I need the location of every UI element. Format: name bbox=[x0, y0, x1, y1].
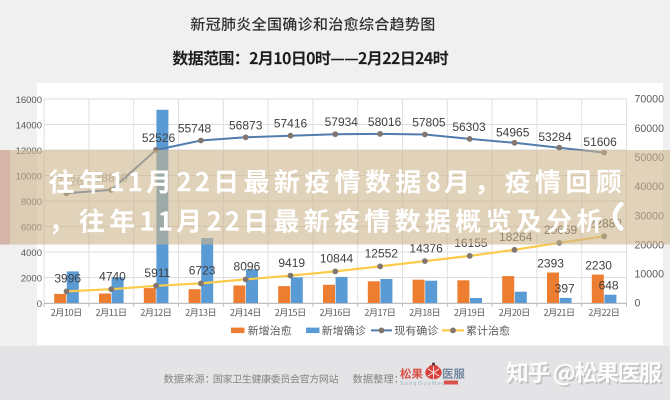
svg-text:57805: 57805 bbox=[412, 116, 446, 130]
svg-text:16000: 16000 bbox=[16, 95, 42, 106]
svg-text:54965: 54965 bbox=[496, 125, 530, 139]
svg-text:9419: 9419 bbox=[278, 256, 305, 270]
svg-text:20000: 20000 bbox=[635, 239, 665, 251]
svg-text:12000: 12000 bbox=[16, 146, 42, 157]
svg-text:2393: 2393 bbox=[537, 256, 564, 270]
svg-text:70000: 70000 bbox=[635, 94, 665, 106]
svg-text:38800: 38800 bbox=[95, 171, 129, 185]
svg-text:0: 0 bbox=[635, 298, 641, 310]
svg-text:6723: 6723 bbox=[189, 264, 216, 278]
svg-text:10000: 10000 bbox=[635, 269, 665, 281]
svg-text:8000: 8000 bbox=[21, 197, 42, 208]
svg-text:51606: 51606 bbox=[583, 135, 617, 149]
svg-text:10844: 10844 bbox=[320, 252, 354, 266]
svg-text:10000: 10000 bbox=[16, 172, 42, 183]
svg-text:52526: 52526 bbox=[142, 131, 176, 145]
svg-text:60000: 60000 bbox=[635, 123, 665, 135]
svg-text:397: 397 bbox=[555, 282, 575, 296]
svg-text:56303: 56303 bbox=[452, 120, 486, 134]
svg-text:58016: 58016 bbox=[368, 115, 402, 129]
svg-text:4000: 4000 bbox=[21, 248, 42, 259]
svg-text:6000: 6000 bbox=[21, 223, 42, 234]
svg-text:57934: 57934 bbox=[325, 115, 359, 129]
svg-text:2230: 2230 bbox=[585, 258, 612, 272]
svg-text:55748: 55748 bbox=[178, 122, 212, 136]
svg-text:50000: 50000 bbox=[635, 152, 665, 164]
svg-text:57416: 57416 bbox=[274, 117, 308, 131]
svg-text:0: 0 bbox=[37, 299, 42, 310]
svg-text:648: 648 bbox=[599, 279, 619, 293]
svg-text:30000: 30000 bbox=[635, 210, 665, 222]
svg-text:S o n g G u o M e d: S o n g G u o M e d bbox=[400, 381, 445, 387]
svg-text:8096: 8096 bbox=[234, 260, 261, 274]
svg-text:12552: 12552 bbox=[365, 247, 399, 261]
svg-text:14000: 14000 bbox=[16, 121, 42, 132]
svg-text:2000: 2000 bbox=[21, 274, 42, 285]
svg-text:4740: 4740 bbox=[99, 270, 126, 284]
svg-text:18264: 18264 bbox=[499, 230, 533, 244]
svg-text:53284: 53284 bbox=[538, 130, 572, 144]
svg-text:14376: 14376 bbox=[409, 241, 443, 255]
svg-text:16155: 16155 bbox=[454, 236, 488, 250]
svg-text:5911: 5911 bbox=[144, 266, 170, 280]
svg-text:40000: 40000 bbox=[635, 181, 665, 193]
svg-text:56873: 56873 bbox=[229, 118, 263, 132]
svg-text:3996: 3996 bbox=[54, 272, 81, 286]
